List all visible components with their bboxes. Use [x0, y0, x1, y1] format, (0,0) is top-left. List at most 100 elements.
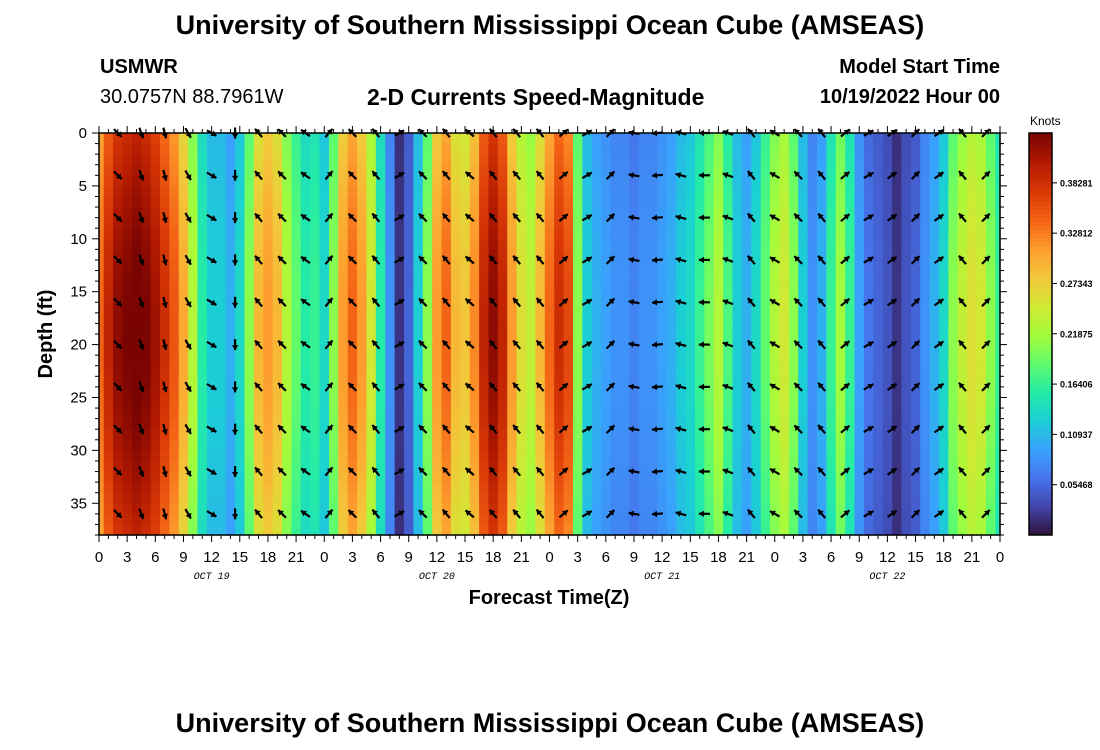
heatmap-cell	[892, 196, 903, 208]
heatmap-cell	[910, 524, 921, 536]
heatmap-cell	[601, 302, 612, 314]
heatmap-cell	[929, 482, 940, 494]
heatmap-cell	[169, 154, 180, 166]
heatmap-cell	[929, 460, 940, 473]
heatmap-cell	[385, 355, 396, 367]
heatmap-cell	[394, 365, 405, 377]
heatmap-cell	[901, 259, 912, 272]
heatmap-cell	[957, 259, 968, 272]
arrow-head	[513, 171, 519, 177]
arrow-head	[278, 425, 284, 432]
heatmap-cell	[854, 312, 865, 325]
heatmap-cell	[554, 408, 565, 420]
heatmap-cell	[901, 439, 912, 451]
heatmap-cell	[563, 450, 574, 462]
heatmap-cell	[253, 323, 264, 335]
heatmap-cell	[253, 133, 264, 145]
heatmap-cell	[131, 450, 142, 462]
heatmap-cell	[554, 164, 565, 176]
heatmap-cell	[798, 281, 809, 293]
heatmap-cell	[648, 196, 659, 208]
heatmap-cell	[263, 460, 274, 473]
heatmap-cell	[253, 439, 264, 451]
heatmap-cell	[863, 164, 874, 176]
heatmap-cell	[826, 513, 837, 526]
heatmap-cell	[479, 365, 490, 377]
heatmap-cell	[413, 376, 424, 388]
heatmap-cell	[544, 270, 555, 282]
heatmap-cell	[131, 471, 142, 483]
heatmap-cell	[582, 439, 593, 451]
heatmap-cell	[957, 482, 968, 494]
current-arrow	[558, 509, 569, 519]
heatmap-cell	[282, 291, 293, 303]
heatmap-cell	[535, 376, 546, 388]
heatmap-cell	[995, 524, 1001, 536]
arrow-head	[185, 385, 192, 392]
heatmap-cell	[99, 154, 105, 166]
heatmap-cell	[99, 133, 105, 145]
heatmap-cell	[563, 196, 574, 208]
heatmap-cell	[460, 291, 471, 303]
heatmap-cell	[882, 196, 893, 208]
heatmap-cell	[244, 376, 255, 388]
heatmap-cell	[544, 312, 555, 325]
heatmap-cell	[957, 270, 968, 282]
heatmap-cell	[882, 450, 893, 462]
heatmap-cell	[282, 196, 293, 208]
heatmap-cell	[882, 524, 893, 536]
heatmap-cell	[629, 164, 640, 176]
heatmap-cell	[413, 450, 424, 462]
heatmap-cell	[404, 249, 415, 261]
heatmap-cell	[901, 460, 912, 473]
heatmap-cell	[535, 524, 546, 536]
heatmap-cell	[225, 355, 236, 367]
heatmap-cell	[188, 185, 199, 198]
heatmap-cell	[920, 365, 931, 377]
heatmap-cell	[225, 386, 236, 399]
heatmap-cell	[131, 376, 142, 388]
heatmap-cell	[779, 429, 790, 441]
heatmap-cell	[741, 185, 752, 198]
heatmap-cell	[375, 450, 386, 462]
heatmap-cell	[469, 439, 480, 451]
current-arrows	[113, 127, 991, 520]
heatmap-cell	[892, 281, 903, 293]
heatmap-cell	[357, 249, 368, 261]
current-arrow	[254, 339, 263, 350]
current-arrow	[206, 510, 217, 518]
heatmap-cell	[404, 492, 415, 504]
heatmap-cell	[563, 164, 574, 176]
heatmap-cell	[676, 386, 687, 399]
heatmap-cell	[113, 302, 124, 314]
heatmap-cell	[610, 503, 621, 515]
heatmap-cell	[197, 408, 208, 420]
heatmap-cell	[160, 228, 170, 240]
heatmap-cell	[394, 418, 405, 430]
arrow-head	[348, 213, 355, 220]
heatmap-cell	[488, 207, 499, 219]
heatmap-cell	[357, 291, 368, 303]
heatmap-cell	[131, 355, 142, 367]
current-arrow	[535, 255, 545, 265]
heatmap-cell	[469, 429, 480, 441]
heatmap-cell	[704, 355, 715, 367]
current-arrow	[793, 212, 803, 223]
heatmap-cell	[967, 175, 978, 187]
heatmap-cell	[507, 238, 518, 250]
heatmap-cell	[479, 344, 490, 356]
heatmap-cell	[160, 143, 170, 155]
heatmap-cell	[657, 365, 668, 377]
heatmap-cell	[554, 513, 565, 526]
heatmap-cell	[967, 513, 978, 526]
heatmap-cell	[282, 365, 293, 377]
heatmap-cell	[160, 238, 170, 250]
arrow-head	[465, 341, 472, 347]
heatmap-cell	[601, 365, 612, 377]
current-arrow	[535, 339, 545, 350]
heatmap-cell	[816, 281, 827, 293]
heatmap-cell	[704, 302, 715, 314]
heatmap-cell	[798, 397, 809, 409]
heatmap-cell	[488, 471, 499, 483]
heatmap-cell	[178, 482, 189, 494]
